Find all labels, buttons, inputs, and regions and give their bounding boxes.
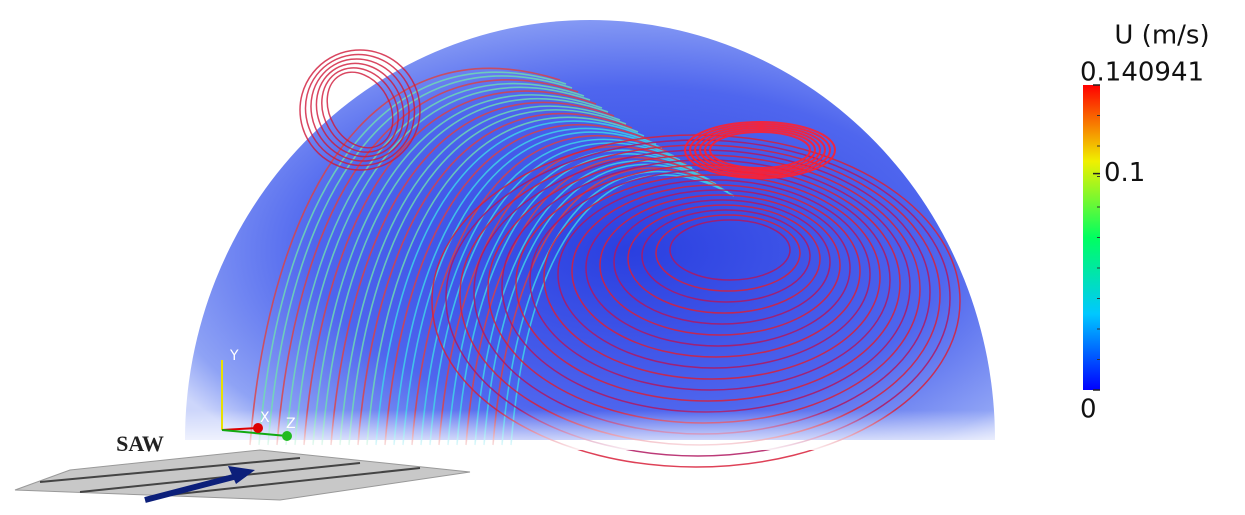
z-label: Z: [286, 416, 296, 432]
electrode: [149, 467, 421, 498]
vortex-line: [684, 121, 836, 179]
vortex-line: [709, 131, 811, 169]
vortex-line: [543, 174, 881, 380]
saw-device: SAW: [14, 431, 471, 503]
streamlines: [249, 49, 961, 468]
streamline: [357, 112, 633, 446]
vortex-line: [599, 194, 841, 336]
vortex-line: [445, 139, 951, 457]
vortex-line: [704, 129, 816, 171]
z-cone: [282, 431, 292, 441]
streamline: [249, 67, 561, 446]
streamline: [456, 153, 699, 446]
streamline: [330, 101, 615, 446]
streamline: [492, 167, 723, 446]
vortex-line: [641, 209, 811, 303]
streamline: [384, 123, 651, 446]
vortex-line: [585, 189, 851, 347]
vortex-line: [299, 49, 421, 171]
vortex-line: [315, 62, 405, 158]
colorbar: U (m/s) 0.140941 0.1 0: [1080, 21, 1210, 425]
wave-arrow-head: [228, 466, 255, 484]
colorbar-title: U (m/s): [1114, 21, 1209, 51]
streamline: [429, 142, 681, 446]
streamline: [294, 86, 591, 446]
streamline: [321, 97, 609, 446]
vortex-line: [689, 123, 831, 177]
vortex-line: [321, 67, 399, 153]
streamline: [276, 79, 579, 446]
colorbar-tick-label: 0.140941: [1080, 58, 1204, 88]
dome-base: [180, 410, 1000, 450]
vortex-line: [613, 199, 831, 325]
vortex-line: [699, 127, 821, 173]
x-cone: [253, 423, 263, 433]
vortex-line: [304, 53, 416, 167]
vortex-line: [326, 71, 394, 149]
streamline: [366, 116, 639, 446]
vortex-line: [655, 214, 801, 292]
vortex-line: [627, 204, 821, 314]
streamline: [438, 146, 687, 446]
axes-triad: Y X Z: [221, 348, 296, 441]
electrode: [39, 457, 301, 483]
streamline: [375, 120, 645, 446]
vortex-line: [694, 125, 826, 175]
streamline: [393, 127, 657, 446]
streamline: [348, 109, 627, 446]
streamline: [411, 135, 669, 446]
colorbar-tick-label: 0: [1080, 395, 1097, 425]
saw-label: SAW: [116, 431, 164, 456]
y-label: Y: [229, 348, 239, 364]
vortex-line: [310, 58, 410, 162]
vortex-line: [571, 184, 861, 358]
vortex-line: [669, 219, 791, 281]
streamline: [258, 71, 567, 446]
streamline: [402, 131, 663, 446]
z-axis: [221, 429, 288, 437]
colorbar-tick-label: 0.1: [1104, 158, 1145, 188]
streamline: [339, 105, 621, 446]
x-label: X: [260, 410, 270, 426]
streamline: [267, 75, 573, 446]
colorbar-ramp: [1083, 85, 1100, 390]
streamline: [312, 94, 603, 446]
vortex-line: [557, 179, 871, 369]
wave-arrow: [144, 471, 246, 503]
streamline: [285, 82, 585, 446]
